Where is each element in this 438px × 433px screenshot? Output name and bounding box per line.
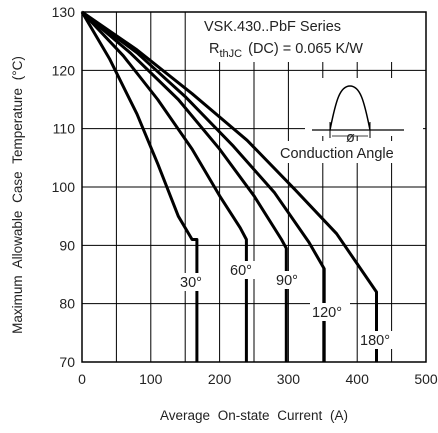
y-tick-label: 120: [52, 62, 76, 78]
y-axis-title: Maximum Allowable Case Temperature (°C): [10, 56, 25, 334]
legend-box: [200, 10, 420, 62]
rth-symbol: R: [209, 41, 219, 57]
curve-label-180deg: 180°: [360, 333, 390, 349]
x-axis-title: Average On-state Current (A): [160, 408, 348, 423]
thermal-resistance-label: RthJC (DC) = 0.065 K/W: [209, 41, 363, 60]
x-tick-label: 500: [414, 371, 438, 387]
curve-label-background: [310, 303, 350, 321]
y-tick-label: 110: [53, 121, 76, 137]
curve-label-background: [274, 271, 305, 289]
y-tick-label: 100: [52, 179, 76, 195]
curve-label-background: [228, 261, 259, 279]
curve-labels: 30° 60° 90° 120° 180°: [178, 261, 398, 349]
curve-label-background: [178, 273, 209, 291]
curves: [80, 10, 378, 362]
series-line-180deg: [81, 10, 378, 362]
inset-caption: Conduction Angle: [280, 146, 394, 162]
curve-label-background: [358, 331, 398, 349]
y-tick-label: 70: [59, 354, 75, 370]
y-tick-label: 130: [52, 4, 76, 20]
curve-label-30deg: 30°: [180, 275, 202, 291]
y-tick-label: 90: [59, 237, 75, 253]
y-tick-label: 80: [59, 296, 75, 312]
conduction-angle-inset: [276, 78, 423, 163]
curve-label-90deg: 90°: [276, 273, 298, 289]
x-tick-label: 0: [78, 371, 86, 387]
tick-labels: 0 100 200 300 400 500 70 80 90 100 110 120 130: [52, 4, 438, 387]
inset-sine-pulse: [329, 85, 371, 131]
series-line-120deg: [81, 10, 326, 362]
x-tick-label: 300: [277, 371, 301, 387]
plot-frame: [81, 11, 427, 363]
curve-label-120deg: 120°: [312, 305, 342, 321]
grid-lines: [82, 12, 426, 362]
x-tick-label: 200: [208, 371, 232, 387]
inset-phi-symbol: ø: [346, 130, 355, 146]
rth-subscript: thJC: [219, 48, 242, 60]
curve-label-60deg: 60°: [230, 263, 252, 279]
series-line-60deg: [80, 10, 248, 362]
series-line-90deg: [81, 10, 288, 362]
rth-value: (DC) = 0.065 K/W: [248, 41, 363, 57]
x-tick-label: 100: [139, 371, 163, 387]
series-line-30deg: [80, 11, 199, 362]
series-title: VSK.430..PbF Series: [204, 19, 341, 35]
x-tick-label: 400: [346, 371, 370, 387]
